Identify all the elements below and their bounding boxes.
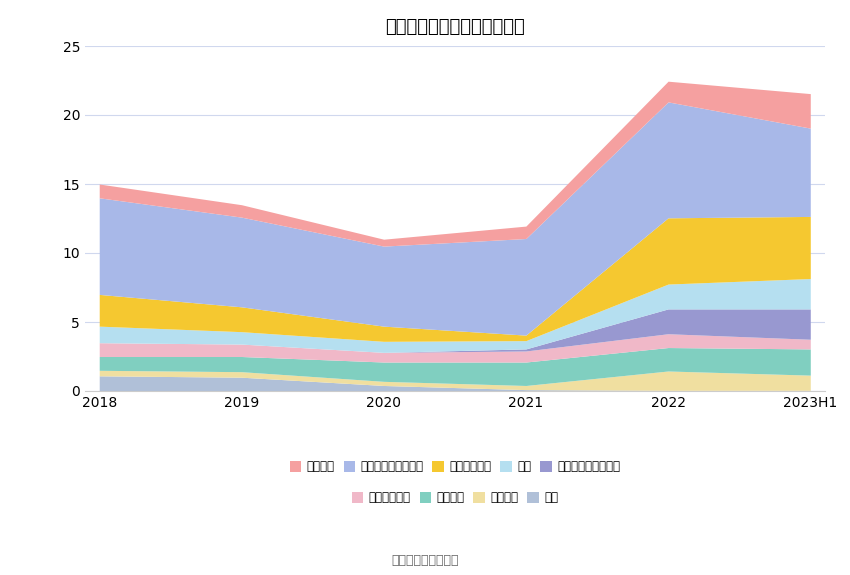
Legend: 投资性房地产, 固定资产, 无形资产, 商誉: 投资性房地产, 固定资产, 无形资产, 商誉: [347, 486, 563, 509]
Text: 数据来源：恒生聚源: 数据来源：恒生聚源: [391, 554, 459, 566]
Title: 历年主要资产堆积图（亿元）: 历年主要资产堆积图（亿元）: [385, 18, 524, 36]
